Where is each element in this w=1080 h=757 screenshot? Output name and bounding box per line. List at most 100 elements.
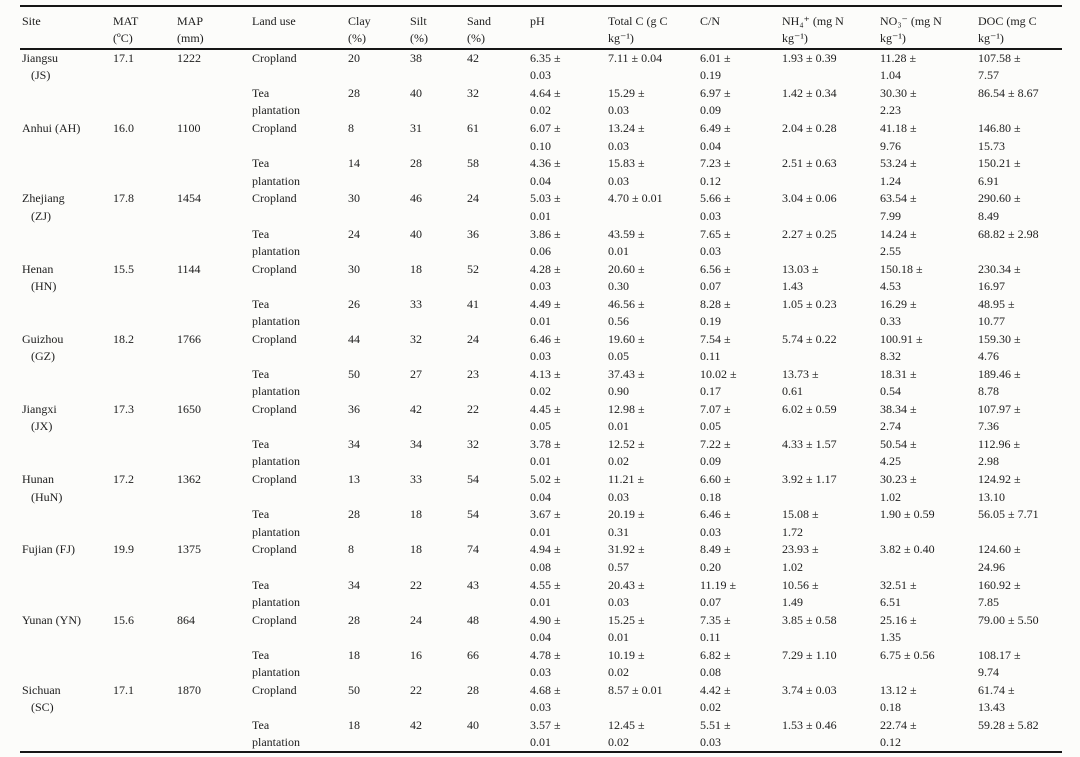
map-cell: 864 [177,612,195,627]
site-properties-table: Site MAT (ºC) MAP (mm) Land use Clay (%) Silt… [20,5,1062,754]
nh4-cell: 4.33 ± 1.57 [782,437,837,452]
land-use-cell: Cropland [252,472,297,487]
nh4-cell: 13.73 ± 0.61 [782,366,819,399]
silt-cell: 22 [410,682,422,697]
tc-cell: 46.56 ± 0.56 [608,296,645,329]
ph-cell: 4.78 ± 0.03 [530,647,561,679]
clay-cell: 24 [348,226,360,241]
doc-cell: 150.21 ± 6.91 [978,156,1021,188]
ph-cell: 4.64 ± 0.02 [530,86,561,118]
no3-cell: 14.24 ± 2.55 [880,226,917,258]
doc-cell: 112.96 ± 2.98 [978,437,1021,469]
table-row: Tea plantation 34 34 32 3.78 ± 0.01 12.52 ± 0… [20,436,1062,471]
land-use-cell: Tea plantation [252,647,300,679]
mat-cell: 15.5 [113,261,134,276]
silt-cell: 31 [410,121,422,136]
site-name-line: Hunan [22,472,54,487]
sand-cell: 28 [467,682,479,697]
no3-cell: 6.75 ± 0.56 [880,647,935,662]
table-row: Anhui (AH) 16.0 1100 Cropland 8 31 61 6.07 ± 0.… [20,120,1062,155]
silt-cell: 34 [410,437,422,452]
cn-cell: 4.42 ± 0.02 [700,682,731,715]
tc-cell: 12.98 ± 0.01 [608,402,645,434]
site-cell: Fujian (FJ) [20,541,111,611]
table-row: Jiangxi (JX) 17.3 1650 Cropland 36 42 22 4.45 ± … [20,401,1062,436]
cn-cell: 7.65 ± 0.03 [700,226,731,258]
nh4-cell: 1.53 ± 0.46 [782,717,837,732]
ph-cell: 6.46 ± 0.03 [530,331,561,364]
site-name-line: Sichuan [22,682,61,697]
doc-cell: 61.74 ± 13.43 [978,682,1015,715]
doc-cell: 290.60 ± 8.49 [978,191,1021,223]
cn-cell: 7.35 ± 0.11 [700,612,731,644]
ph-cell: 4.90 ± 0.04 [530,612,561,644]
land-use-cell: Tea plantation [252,86,300,118]
doc-cell: 107.97 ± 7.36 [978,402,1021,434]
land-use-cell: Cropland [252,612,297,627]
column-header-clay: Clay (%) [346,6,408,50]
no3-cell: 13.12 ± 0.18 [880,682,917,715]
land-use-cell: Cropland [252,121,297,136]
doc-cell: 56.05 ± 7.71 [978,507,1039,522]
no3-cell: 41.18 ± 9.76 [880,121,917,153]
no3-cell: 25.16 ± 1.35 [880,612,917,644]
no3-cell: 32.51 ± 6.51 [880,577,917,609]
clay-cell: 26 [348,296,360,311]
land-use-cell: Cropland [252,542,297,557]
nh4-cell: 1.93 ± 0.39 [782,51,837,66]
ph-cell: 6.07 ± 0.10 [530,121,561,153]
ph-cell: 3.67 ± 0.01 [530,507,561,539]
table-row: Tea plantation 14 28 58 4.36 ± 0.04 15.83 ± 0… [20,155,1062,190]
land-use-cell: Tea plantation [252,226,300,258]
nh4-cell: 1.05 ± 0.23 [782,296,837,311]
clay-cell: 13 [348,472,360,487]
site-cell: Sichuan (SC) [20,681,111,752]
clay-cell: 36 [348,402,360,417]
ph-cell: 4.45 ± 0.05 [530,402,561,434]
doc-cell: 160.92 ± 7.85 [978,577,1021,609]
ph-cell: 4.68 ± 0.03 [530,682,561,715]
table-row: Tea plantation 28 40 32 4.64 ± 0.02 15.29 ± 0… [20,85,1062,120]
ph-cell: 4.36 ± 0.04 [530,156,561,188]
sand-cell: 66 [467,647,479,662]
nh4-cell: 13.03 ± 1.43 [782,261,819,293]
land-use-cell: Tea plantation [252,156,300,188]
ph-cell: 4.28 ± 0.03 [530,261,561,293]
cn-cell: 5.66 ± 0.03 [700,191,731,223]
land-use-cell: Cropland [252,682,297,697]
doc-cell: 124.60 ± 24.96 [978,542,1021,574]
no3-cell: 53.24 ± 1.24 [880,156,917,188]
land-use-cell: Cropland [252,191,297,206]
no3-cell: 11.28 ± 1.04 [880,51,917,83]
sand-cell: 43 [467,577,479,592]
tc-cell: 12.52 ± 0.02 [608,437,645,469]
sand-cell: 52 [467,261,479,276]
site-cell: Jiangxi (JX) [20,401,111,471]
table-row: Tea plantation 50 27 23 4.13 ± 0.02 37.43 ± 0… [20,365,1062,400]
table-row: Tea plantation 34 22 43 4.55 ± 0.01 20.43 ± 0… [20,576,1062,611]
mat-cell: 17.2 [113,472,134,487]
nh4-cell: 5.74 ± 0.22 [782,331,837,346]
tc-cell: 4.70 ± 0.01 [608,191,663,206]
doc-cell: 68.82 ± 2.98 [978,226,1039,241]
doc-cell: 146.80 ± 15.73 [978,121,1021,153]
cn-cell: 6.46 ± 0.03 [700,507,731,539]
no3-cell: 38.34 ± 2.74 [880,402,917,434]
column-header-site: Site [20,6,111,50]
mat-cell: 18.2 [113,331,134,346]
nh4-cell: 23.93 ± 1.02 [782,542,819,574]
cn-cell: 6.01 ± 0.19 [700,51,731,83]
site-name-line: Zhejiang [22,191,65,206]
sand-cell: 24 [467,331,479,346]
map-cell: 1362 [177,472,201,487]
mat-cell: 19.9 [113,542,134,557]
clay-cell: 50 [348,682,360,697]
sand-cell: 54 [467,507,479,522]
tc-cell: 8.57 ± 0.01 [608,682,663,697]
site-name-line: Fujian (FJ) [22,542,76,557]
tc-cell: 37.43 ± 0.90 [608,366,645,399]
cn-cell: 6.49 ± 0.04 [700,121,731,153]
column-header-cn: C/N [698,6,780,50]
clay-cell: 34 [348,577,360,592]
site-name-line: (SC) [31,700,54,715]
